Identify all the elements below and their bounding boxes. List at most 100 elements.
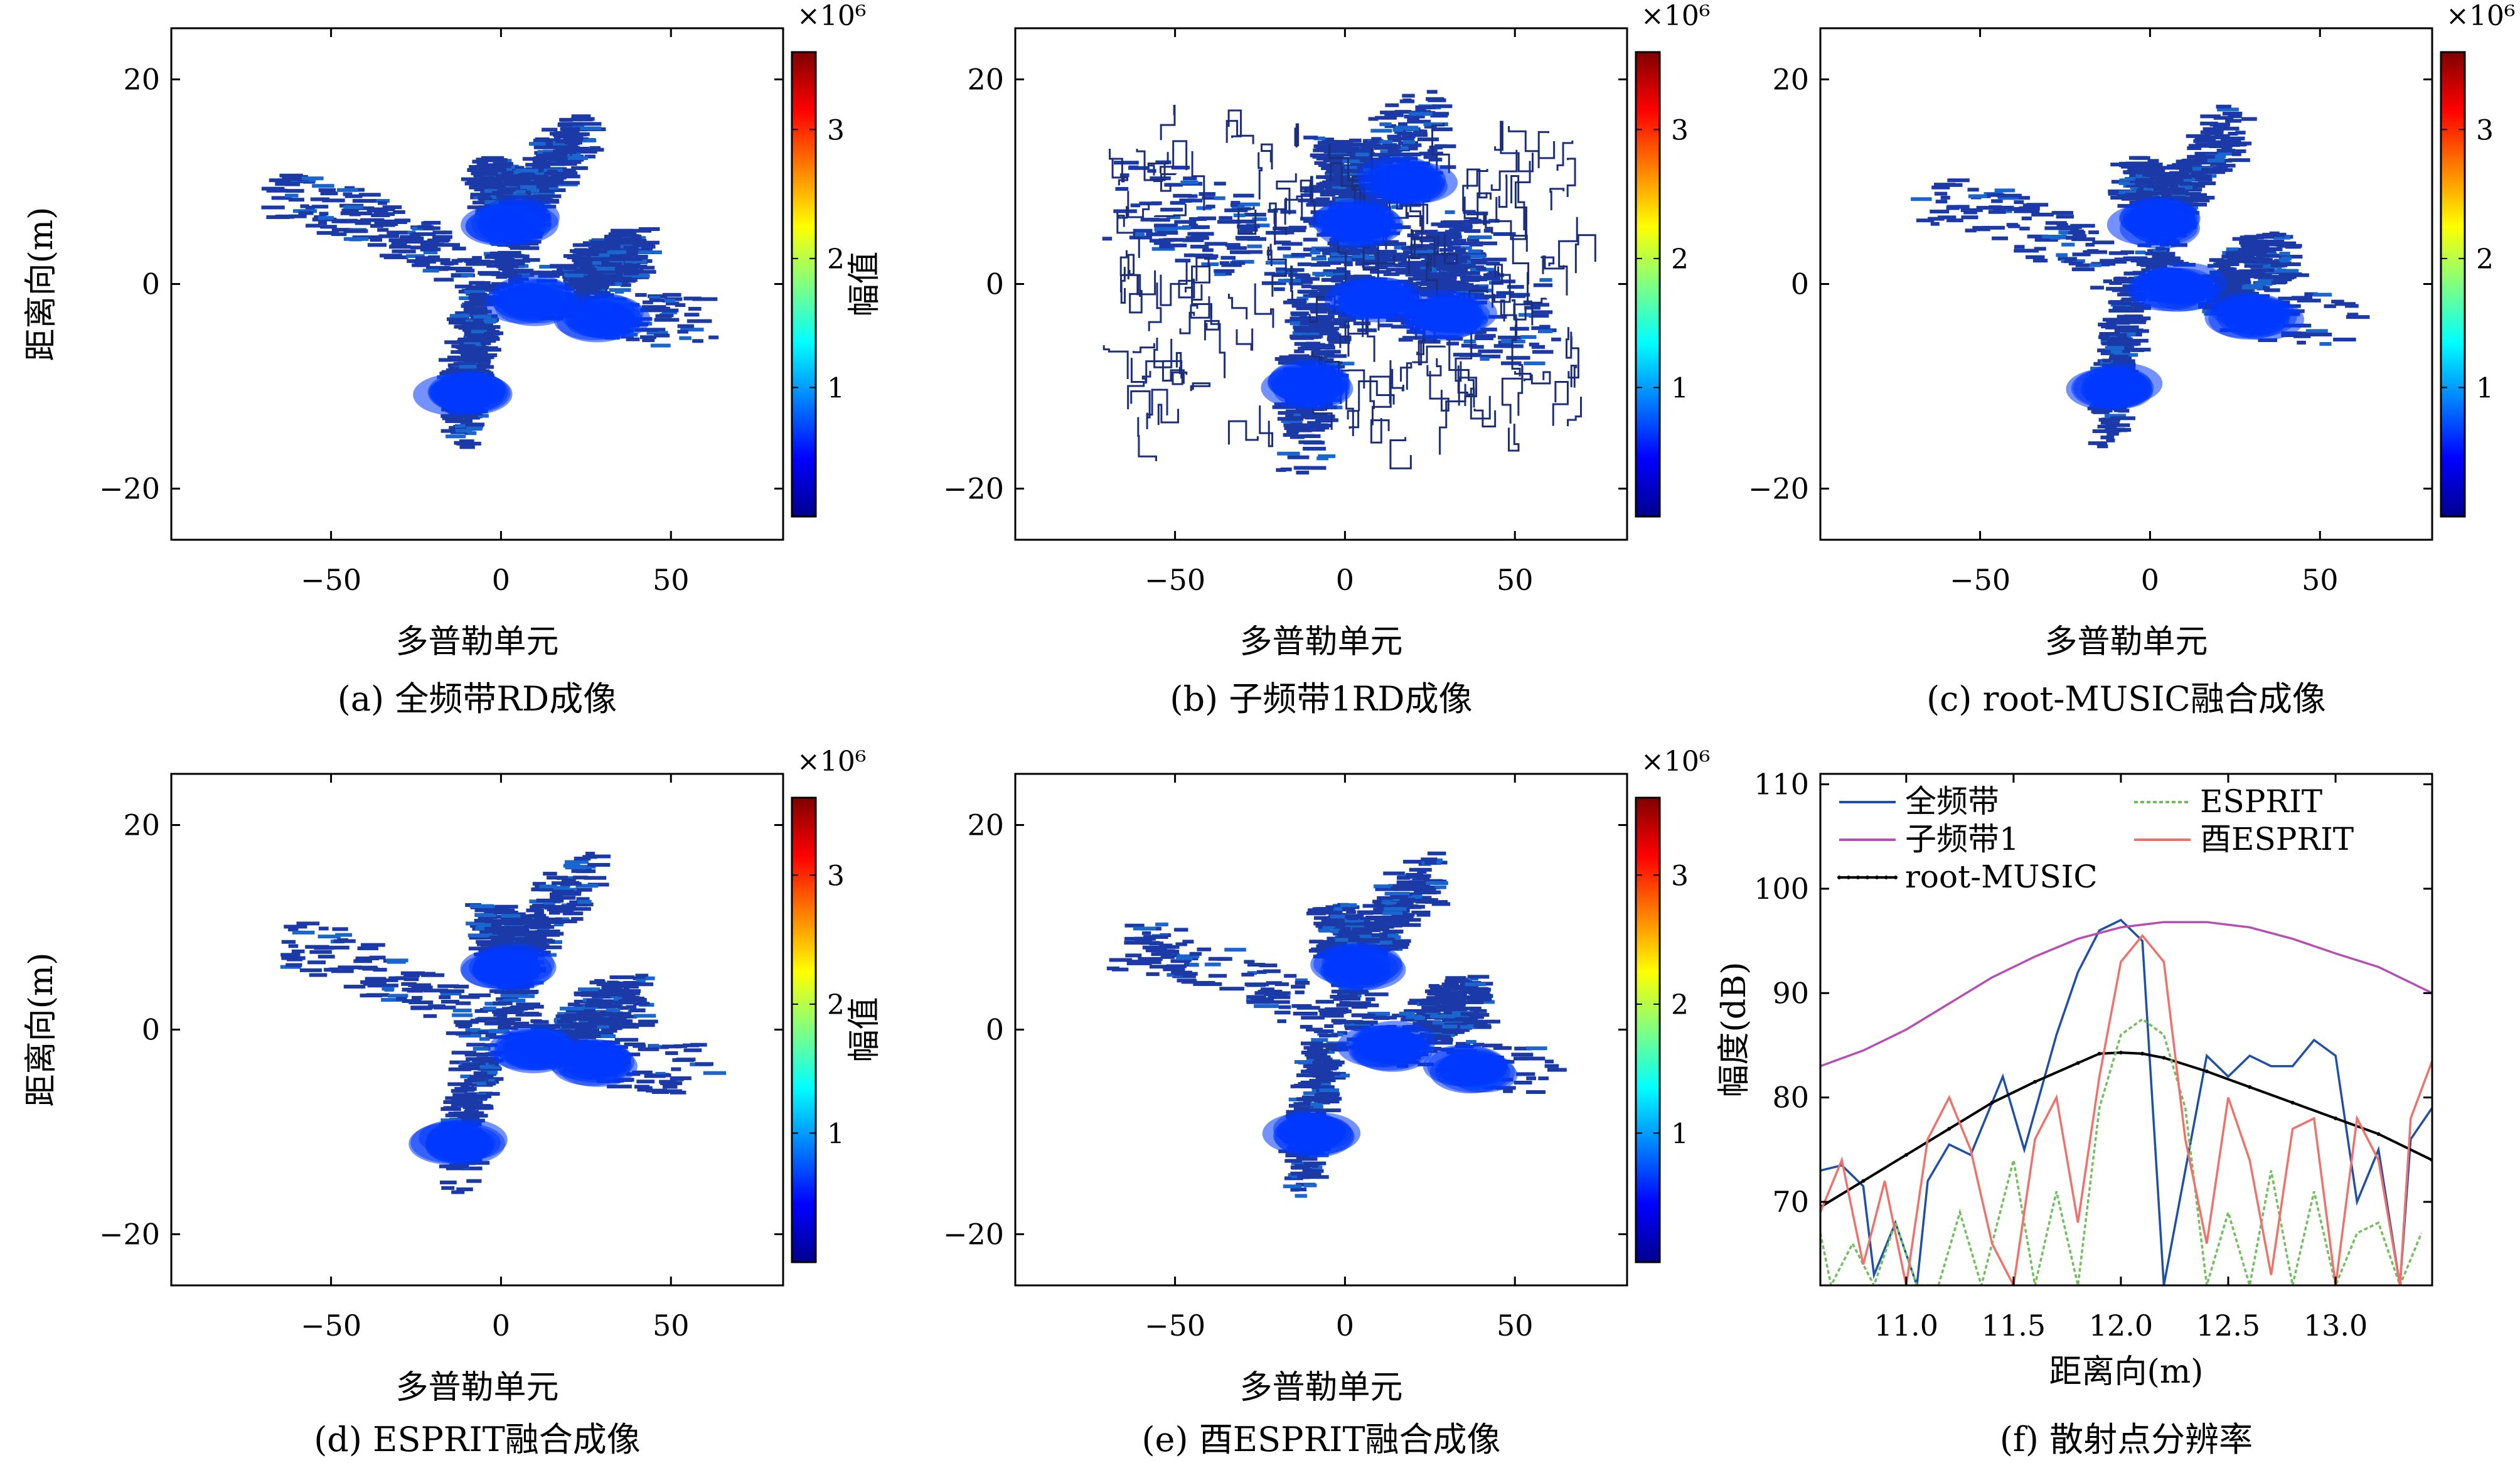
pixel-c [2207, 264, 2231, 268]
pixel-b [1442, 272, 1466, 276]
pixel-a [559, 117, 574, 122]
pixel-b [1133, 232, 1145, 237]
pixel-d [636, 978, 646, 983]
pixel-a [391, 241, 407, 245]
pixel-b [1464, 229, 1481, 233]
pixel-c [2056, 215, 2074, 219]
pixel-b [1237, 202, 1260, 206]
pixel-c [1941, 183, 1963, 187]
pixel-b [1313, 350, 1330, 354]
pixel-a [463, 422, 479, 427]
pixel-a [469, 295, 488, 299]
pixel-b [1315, 426, 1330, 430]
pixel-c [2135, 181, 2157, 185]
pixel-c [2108, 309, 2133, 313]
pixel-c [2177, 191, 2189, 195]
pixel-b [1274, 240, 1291, 245]
x-tick-label: 50 [2302, 563, 2339, 597]
pixel-b [1281, 242, 1303, 246]
pixel-a [484, 331, 500, 336]
pixel-c [2071, 267, 2095, 272]
pixel-c [2034, 238, 2058, 242]
pixel-a [574, 138, 597, 142]
pixel-d [509, 1017, 521, 1022]
pixel-a [534, 183, 553, 187]
pixel-b [1315, 145, 1340, 149]
pixel-b [1368, 117, 1379, 121]
hotspot-b [1365, 159, 1446, 201]
pixel-a [484, 189, 499, 193]
pixel-c [2261, 260, 2280, 264]
pixel-b [1428, 98, 1446, 102]
pixel-a [503, 191, 528, 196]
pixel-b [1277, 451, 1300, 456]
pixel-a [611, 234, 622, 238]
pixel-c [2182, 158, 2208, 163]
pixel-a [455, 429, 472, 433]
pixel-a [548, 186, 559, 190]
pixel-b [1551, 337, 1561, 341]
contour-line-b [1127, 254, 1135, 280]
contour-line-b [1537, 131, 1556, 159]
contour-line-b [1310, 176, 1316, 227]
pixel-d [633, 976, 649, 980]
pixel-b [1316, 456, 1329, 461]
pixel-c [2113, 306, 2134, 311]
pixel-b [1296, 296, 1309, 301]
pixel-b [1365, 248, 1376, 252]
pixel-d [328, 945, 350, 950]
pixel-a [650, 343, 671, 348]
axes-frame-c [1819, 27, 2433, 541]
pixel-a [613, 277, 638, 282]
pixel-a [609, 288, 631, 292]
pixel-a [574, 290, 592, 294]
pixel-c [2214, 292, 2233, 297]
pixel-a [566, 134, 584, 138]
hotspot-b [1341, 277, 1422, 319]
pixel-a [474, 363, 490, 368]
pixel-c [2191, 195, 2215, 200]
pixel-b [1394, 153, 1409, 157]
pixel-b [1151, 201, 1162, 205]
pixel-b [1314, 161, 1327, 165]
pixel-a [505, 262, 525, 266]
pixel-c [2117, 333, 2127, 337]
pixel-c [2195, 177, 2212, 181]
pixel-c [2229, 287, 2254, 292]
pixel-b [1327, 180, 1351, 184]
pixel-b [1405, 272, 1423, 277]
pixel-a [340, 211, 352, 215]
pixel-b [1307, 303, 1330, 307]
pixel-a [533, 139, 555, 143]
pixel-c [2128, 193, 2152, 197]
pixel-b [1355, 153, 1369, 157]
pixel-a [577, 261, 595, 265]
pixel-a [284, 174, 308, 179]
pixel-c [2185, 202, 2208, 206]
pixel-c [2058, 230, 2069, 235]
pixel-b [1153, 223, 1178, 228]
pixel-c [2118, 181, 2142, 185]
pixel-b [1411, 249, 1434, 254]
contour-line-b [1130, 390, 1151, 419]
pixel-b [1298, 440, 1322, 444]
pixel-b [1306, 203, 1321, 207]
pixel-c [2207, 158, 2224, 163]
pixel-a [451, 274, 468, 278]
pixel-a [567, 271, 591, 275]
pixel-b [1343, 249, 1367, 253]
pixel-b [1214, 181, 1226, 186]
pixel-b [1483, 228, 1493, 233]
pixel-b [1453, 353, 1478, 357]
pixel-a [458, 326, 476, 330]
pixel-a [499, 181, 515, 185]
pixel-c [1988, 210, 2006, 214]
pixel-b [1340, 275, 1356, 279]
pixel-c [2141, 268, 2151, 272]
pixel-c [2142, 257, 2167, 262]
pixel-a [331, 232, 347, 237]
pixel-b [1287, 298, 1306, 303]
pixel-c [2115, 325, 2139, 330]
x-axis-label: 多普勒单元 [2044, 623, 2208, 661]
pixel-a [641, 305, 666, 309]
